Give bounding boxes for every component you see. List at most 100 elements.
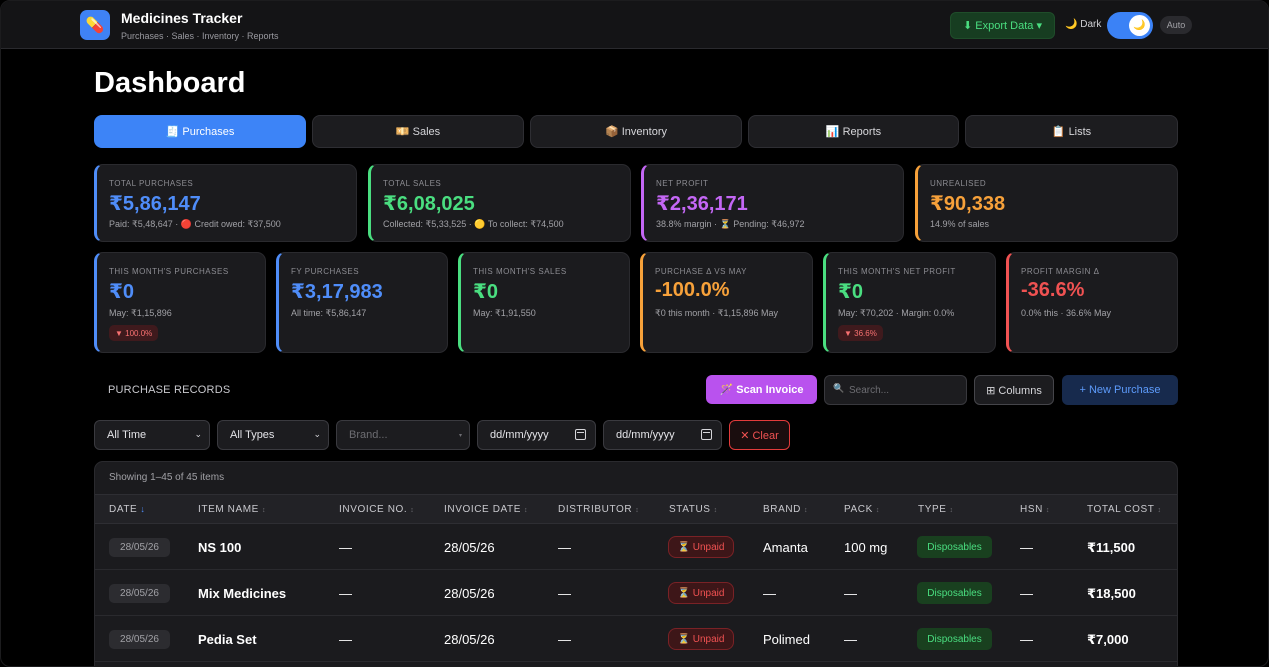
sort-icon: ↕ bbox=[1157, 507, 1162, 514]
sort-icon: ↕ bbox=[261, 507, 267, 514]
date-to-input[interactable]: dd/mm/yyyy bbox=[603, 420, 722, 450]
brand-filter-input[interactable]: Brand... ▾ bbox=[336, 420, 470, 450]
stat-value: ₹5,86,147 bbox=[109, 193, 201, 215]
invoice-no-cell: — bbox=[339, 632, 352, 647]
stat-label: FY PURCHASES bbox=[291, 267, 360, 276]
column-header-total-cost[interactable]: TOTAL COST ↕ bbox=[1087, 504, 1162, 515]
status-badge[interactable]: ⏳ Unpaid bbox=[668, 536, 734, 558]
status-badge[interactable]: ⏳ Unpaid bbox=[668, 582, 734, 604]
pack-cell: 100 mg bbox=[844, 540, 888, 555]
stat-label: NET PROFIT bbox=[656, 179, 709, 188]
stat-subtext: All time: ₹5,86,147 bbox=[291, 308, 367, 318]
type-badge: Disposables bbox=[917, 628, 992, 650]
tab-inventory[interactable]: 📦 Inventory bbox=[530, 115, 742, 148]
clear-filters-button[interactable]: ✕ Clear bbox=[729, 420, 790, 450]
top-bar: 💊 Medicines Tracker Purchases · Sales · … bbox=[1, 1, 1268, 49]
stat-label: UNREALISED bbox=[930, 179, 987, 188]
table-row[interactable]: 28/05/26 Pedia Set — 28/05/26 — ⏳ Unpaid… bbox=[95, 616, 1177, 662]
item-name-cell: NS 100 bbox=[198, 540, 242, 555]
pack-cell: — bbox=[844, 586, 857, 601]
stat-value: ₹2,36,171 bbox=[656, 193, 748, 215]
type-filter-select[interactable]: All Types ⌄ bbox=[217, 420, 329, 450]
sort-icon: ↕ bbox=[410, 507, 415, 514]
column-header-brand[interactable]: BRAND ↕ bbox=[763, 504, 809, 515]
tab-purchases[interactable]: 🧾 Purchases bbox=[94, 115, 306, 148]
stat-value: ₹0 bbox=[109, 281, 135, 303]
stat-card-total-purchases: TOTAL PURCHASES ₹5,86,147 Paid: ₹5,48,64… bbox=[94, 164, 357, 242]
app-title: Medicines Tracker bbox=[121, 10, 243, 26]
stat-subtext: 0.0% this · 36.6% May bbox=[1021, 308, 1112, 318]
column-header-pack[interactable]: PACK ↕ bbox=[844, 504, 880, 515]
invoice-date-cell: 28/05/26 bbox=[444, 632, 495, 647]
column-header-invoice-date[interactable]: INVOICE DATE ↕ bbox=[444, 504, 529, 515]
date-chip: 28/05/26 bbox=[109, 630, 170, 649]
stat-card-net-profit: NET PROFIT ₹2,36,171 38.8% margin · ⏳ Pe… bbox=[641, 164, 904, 242]
type-badge: Disposables bbox=[917, 536, 992, 558]
dark-mode-toggle[interactable]: 🌙 bbox=[1107, 12, 1153, 39]
sort-desc-icon: ↓ bbox=[140, 504, 146, 514]
column-header-type[interactable]: TYPE ↕ bbox=[918, 504, 954, 515]
date-value: dd/mm/yyyy bbox=[616, 429, 675, 441]
sort-icon: ↕ bbox=[949, 507, 954, 514]
purchase-table: Showing 1–45 of 45 items DATE ↓ ITEM NAME… bbox=[94, 461, 1178, 666]
time-filter-select[interactable]: All Time ⌄ bbox=[94, 420, 210, 450]
moon-icon: 🌙 bbox=[1129, 15, 1150, 36]
stat-subtext: 14.9% of sales bbox=[930, 219, 990, 229]
stat-subtext: Paid: ₹5,48,647 · 🔴 Credit owed: ₹37,500 bbox=[109, 219, 281, 229]
page-title: Dashboard bbox=[94, 67, 246, 99]
stat-subtext: ₹0 this month · ₹1,15,896 May bbox=[655, 308, 779, 318]
invoice-no-cell: — bbox=[339, 540, 352, 555]
new-purchase-button[interactable]: + New Purchase bbox=[1062, 375, 1178, 405]
stat-card-month-sales: THIS MONTH'S SALES ₹0 May: ₹1,91,550 bbox=[458, 252, 630, 353]
calendar-icon bbox=[701, 429, 712, 440]
stat-label: THIS MONTH'S PURCHASES bbox=[109, 267, 229, 276]
select-value: All Time bbox=[107, 429, 147, 441]
scan-invoice-button[interactable]: 🪄 Scan Invoice bbox=[706, 375, 817, 404]
app-subtitle: Purchases · Sales · Inventory · Reports bbox=[121, 31, 279, 41]
column-header-hsn[interactable]: HSN ↕ bbox=[1020, 504, 1051, 515]
column-header-distributor[interactable]: DISTRIBUTOR ↕ bbox=[558, 504, 640, 515]
date-from-input[interactable]: dd/mm/yyyy bbox=[477, 420, 596, 450]
stat-value: -36.6% bbox=[1021, 279, 1085, 301]
stat-value: ₹0 bbox=[473, 281, 499, 303]
dark-mode-label: 🌙 Dark bbox=[1065, 19, 1102, 30]
stat-value: -100.0% bbox=[655, 279, 730, 301]
input-placeholder: Brand... bbox=[349, 429, 388, 441]
stat-label: THIS MONTH'S NET PROFIT bbox=[838, 267, 956, 276]
columns-button[interactable]: ⊞ Columns bbox=[974, 375, 1054, 405]
sort-icon: ↕ bbox=[524, 507, 529, 514]
stat-card-total-sales: TOTAL SALES ₹6,08,025 Collected: ₹5,33,5… bbox=[368, 164, 631, 242]
distributor-cell: — bbox=[558, 540, 571, 555]
section-title: PURCHASE RECORDS bbox=[108, 384, 231, 396]
stat-card-month-net-profit: THIS MONTH'S NET PROFIT ₹0 May: ₹70,202 … bbox=[823, 252, 996, 353]
tab-lists[interactable]: 📋 Lists bbox=[965, 115, 1178, 148]
distributor-cell: — bbox=[558, 632, 571, 647]
search-input[interactable] bbox=[824, 375, 967, 405]
table-row[interactable]: 28/05/26 NS 100 — 28/05/26 — ⏳ Unpaid Am… bbox=[95, 524, 1177, 570]
tab-sales[interactable]: 💴 Sales bbox=[312, 115, 524, 148]
brand-cell: — bbox=[763, 586, 776, 601]
date-chip: 28/05/26 bbox=[109, 538, 170, 557]
total-cost-cell: ₹7,000 bbox=[1087, 632, 1129, 647]
table-header: DATE ↓ ITEM NAME ↕ INVOICE NO. ↕ INVOICE DA… bbox=[95, 494, 1177, 524]
export-data-button[interactable]: ⬇ Export Data ▾ bbox=[950, 12, 1055, 39]
total-cost-cell: ₹18,500 bbox=[1087, 586, 1136, 601]
hsn-cell: — bbox=[1020, 586, 1033, 601]
column-header-item-name[interactable]: ITEM NAME ↕ bbox=[198, 504, 267, 515]
table-row[interactable]: 28/05/26 Mix Medicines — 28/05/26 — ⏳ Un… bbox=[95, 570, 1177, 616]
change-badge: ▼ 100.0% bbox=[109, 325, 159, 341]
stat-subtext: May: ₹70,202 · Margin: 0.0% bbox=[838, 308, 955, 318]
column-header-status[interactable]: STATUS ↕ bbox=[669, 504, 718, 515]
stat-value: ₹3,17,983 bbox=[291, 281, 383, 303]
sort-icon: ↕ bbox=[713, 507, 718, 514]
sort-icon: ↕ bbox=[635, 507, 640, 514]
tab-reports[interactable]: 📊 Reports bbox=[748, 115, 959, 148]
auto-theme-button[interactable]: Auto bbox=[1160, 16, 1192, 34]
stat-label: TOTAL SALES bbox=[383, 179, 442, 188]
column-header-invoice-no[interactable]: INVOICE NO. ↕ bbox=[339, 504, 415, 515]
status-badge[interactable]: ⏳ Unpaid bbox=[668, 628, 734, 650]
stat-label: PURCHASE Δ VS MAY bbox=[655, 267, 747, 276]
select-value: All Types bbox=[230, 429, 275, 441]
column-header-date[interactable]: DATE ↓ bbox=[109, 504, 146, 515]
